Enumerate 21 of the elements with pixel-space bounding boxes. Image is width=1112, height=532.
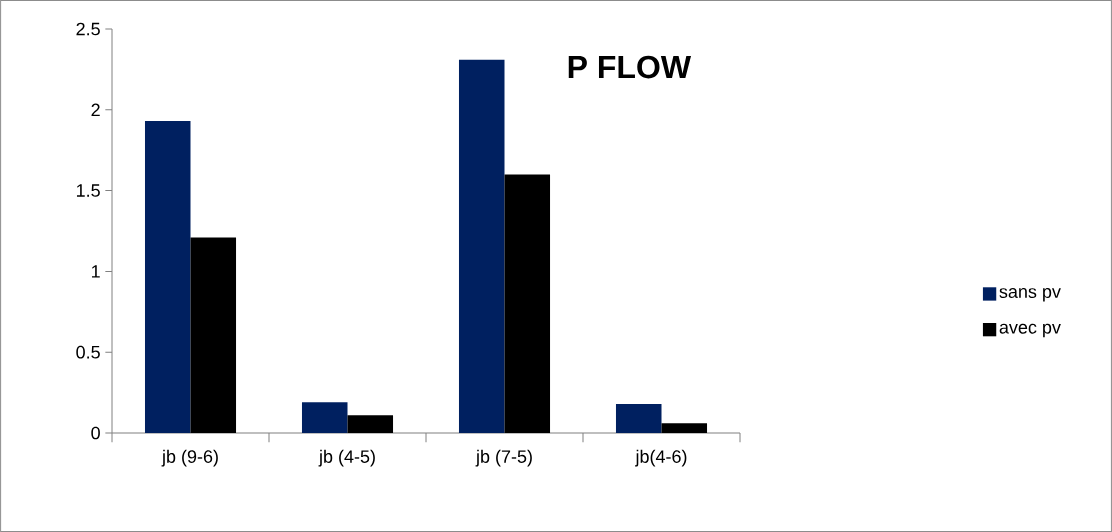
bar: [458, 59, 505, 433]
x-tick-label: jb (7-5): [475, 449, 532, 467]
x-tick-label: jb(4-6): [635, 449, 687, 467]
text: P FLOW: [568, 55, 692, 79]
x-tick-label: jb (4-5): [318, 449, 375, 467]
bar: [347, 415, 394, 433]
bar: [504, 174, 551, 433]
y-tick-label: 0: [91, 426, 100, 440]
y-tick-label: 2: [91, 103, 100, 117]
bar: [190, 237, 237, 433]
y-tick-label: 1: [92, 265, 100, 278]
bar: [615, 403, 662, 433]
legend-label: sans pv: [999, 288, 1061, 302]
bar: [301, 402, 348, 433]
y-tick-label: 0.5: [76, 345, 100, 359]
bar: [661, 423, 708, 433]
x-tick-label: jb (9-6): [161, 449, 218, 467]
bar: [144, 121, 191, 433]
y-tick-label: 2.5: [76, 22, 100, 36]
legend-label: avec pv: [999, 323, 1061, 338]
y-tick-label: 1.5: [76, 184, 100, 197]
